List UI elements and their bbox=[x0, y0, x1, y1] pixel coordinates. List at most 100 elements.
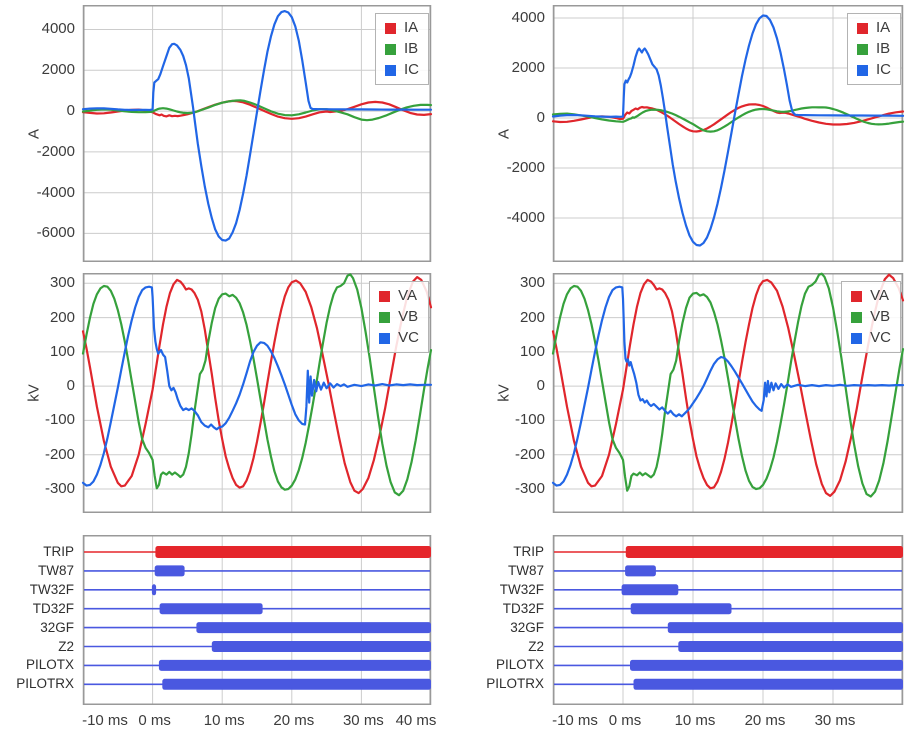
channel-label-TRIP: TRIP bbox=[513, 544, 544, 559]
legend-label: VB bbox=[398, 308, 419, 325]
y-tick-label: -200 bbox=[44, 445, 75, 463]
legend-label: VC bbox=[398, 329, 419, 346]
legend-swatch-icon bbox=[385, 22, 396, 34]
channel-label-TD32F: TD32F bbox=[32, 600, 74, 616]
y-tick-label: 0 bbox=[536, 377, 545, 395]
y-tick-label: -100 bbox=[44, 411, 75, 429]
legend-entry-VA: VA bbox=[379, 288, 419, 304]
legend-label: VC bbox=[870, 329, 891, 346]
legend-entry-VB: VB bbox=[379, 309, 419, 325]
legend-swatch-icon bbox=[857, 64, 868, 76]
y-tick-label: 0 bbox=[536, 109, 545, 126]
legend-swatch-icon bbox=[385, 64, 396, 76]
left-digital-timeline: TRIP TW87 TW32F TD32F 32GF Z2 PILOTX PILOTRX -10… bbox=[16, 535, 436, 729]
y-tick-label: -300 bbox=[44, 480, 75, 497]
legend-label: IC bbox=[404, 61, 419, 78]
left-current-plot: A IA IB IC 4000 2000 0 -2000 -4000 -6000 bbox=[26, 5, 433, 262]
x-tick-label: 20 ms bbox=[744, 712, 786, 729]
channel-label-TW87: TW87 bbox=[37, 562, 74, 578]
digital-bar-TW87 bbox=[154, 565, 185, 577]
channel-label-TW32F: TW32F bbox=[499, 581, 544, 597]
y-tick-label: -6000 bbox=[36, 224, 75, 242]
legend-label: IA bbox=[404, 19, 419, 36]
y-tick-label: 0 bbox=[66, 102, 75, 120]
y-tick-label: 300 bbox=[519, 274, 545, 292]
channel-label-TW87: TW87 bbox=[507, 562, 544, 578]
channel-label-TW32F: TW32F bbox=[29, 581, 74, 597]
digital-bar-TW32F bbox=[151, 584, 157, 596]
right-voltage-plot: kV VA VB VC 300 200 100 0 -100 -200 -300 bbox=[496, 272, 905, 513]
x-tick-label: 20 ms bbox=[273, 712, 315, 729]
legend-entry-IC: IC bbox=[385, 62, 419, 78]
legend-swatch-icon bbox=[379, 290, 391, 302]
channel-label-PILOTX: PILOTX bbox=[495, 657, 544, 673]
y-tick-label: 100 bbox=[49, 342, 75, 360]
series-IC bbox=[551, 14, 905, 247]
legend-swatch-icon bbox=[851, 311, 863, 323]
series-IB bbox=[81, 99, 433, 122]
legend-entry-VB: VB bbox=[851, 309, 891, 325]
left-current-plot-area bbox=[81, 5, 433, 262]
legend-swatch-icon bbox=[379, 311, 391, 323]
legend-label: VA bbox=[870, 287, 890, 304]
digital-bar-TD32F bbox=[159, 603, 263, 615]
x-tick-label: 30 ms bbox=[814, 712, 856, 729]
legend-label: IB bbox=[876, 40, 891, 57]
digital-bar-TW87 bbox=[625, 565, 656, 577]
y-tick-label: -2000 bbox=[36, 142, 75, 160]
legend-entry-VA: VA bbox=[851, 288, 891, 304]
x-tick-label: 10 ms bbox=[674, 712, 716, 729]
y-tick-label: 2000 bbox=[41, 61, 75, 79]
y-tick-label: -100 bbox=[514, 411, 545, 429]
y-tick-label: 0 bbox=[66, 377, 75, 395]
right-voltage-legend: VA VB VC bbox=[841, 281, 901, 353]
y-tick-label: -200 bbox=[514, 445, 545, 463]
digital-bar-TRIP bbox=[155, 546, 431, 558]
digital-bar-PILOTRX bbox=[162, 678, 432, 690]
y-tick-label: 100 bbox=[519, 342, 545, 360]
y-tick-label: -4000 bbox=[36, 183, 75, 201]
right-current-legend: IA IB IC bbox=[847, 13, 901, 85]
x-tick-label: -10 ms bbox=[82, 712, 128, 729]
digital-bar-32GF bbox=[196, 622, 431, 634]
legend-swatch-icon bbox=[379, 332, 391, 344]
right-current-plot: A IA IB IC 4000 2000 0 -2000 -4000 bbox=[496, 5, 905, 262]
channel-label-PILOTRX: PILOTRX bbox=[16, 676, 74, 692]
legend-label: VA bbox=[398, 287, 418, 304]
x-tick-label: 0 ms bbox=[138, 712, 171, 729]
y-tick-label: -4000 bbox=[506, 209, 545, 226]
left-voltage-plot: kV VA VB VC 300 200 100 0 -100 -200 -300 bbox=[26, 273, 433, 513]
digital-bar-TW32F bbox=[621, 584, 679, 596]
y-tick-label: 4000 bbox=[511, 9, 545, 26]
x-tick-label: -10 ms bbox=[552, 712, 598, 729]
x-tick-label: 10 ms bbox=[203, 712, 245, 729]
series-IB bbox=[551, 106, 905, 133]
y-tick-label: 200 bbox=[49, 308, 75, 326]
digital-bar-32GF bbox=[667, 622, 903, 634]
right-digital-timeline: TRIP TW87 TW32F TD32F 32GF Z2 PILOTX PILOTRX -10… bbox=[486, 535, 904, 729]
legend-entry-IA: IA bbox=[857, 20, 891, 36]
legend-swatch-icon bbox=[851, 290, 863, 302]
legend-entry-IC: IC bbox=[857, 62, 891, 78]
legend-entry-VC: VC bbox=[851, 330, 891, 346]
left-voltage-plot-area bbox=[81, 273, 433, 513]
series-VC bbox=[81, 285, 433, 487]
series-VC bbox=[551, 285, 905, 487]
digital-bar-TD32F bbox=[630, 603, 732, 615]
series-VA bbox=[81, 276, 433, 495]
digital-bar-PILOTRX bbox=[633, 678, 903, 690]
digital-bar-Z2 bbox=[211, 641, 431, 652]
channel-label-Z2: Z2 bbox=[58, 638, 74, 654]
channel-label-TD32F: TD32F bbox=[502, 600, 544, 616]
legend-entry-IB: IB bbox=[385, 41, 419, 57]
legend-label: IB bbox=[404, 40, 419, 57]
series-VA bbox=[551, 273, 905, 497]
y-tick-label: 300 bbox=[49, 274, 75, 292]
y-tick-label: 2000 bbox=[511, 59, 545, 76]
legend-entry-IA: IA bbox=[385, 20, 419, 36]
series-VB bbox=[81, 273, 433, 497]
legend-swatch-icon bbox=[857, 22, 868, 34]
digital-bar-Z2 bbox=[678, 641, 903, 652]
channel-label-Z2: Z2 bbox=[528, 638, 544, 654]
x-tick-label: 30 ms bbox=[342, 712, 384, 729]
